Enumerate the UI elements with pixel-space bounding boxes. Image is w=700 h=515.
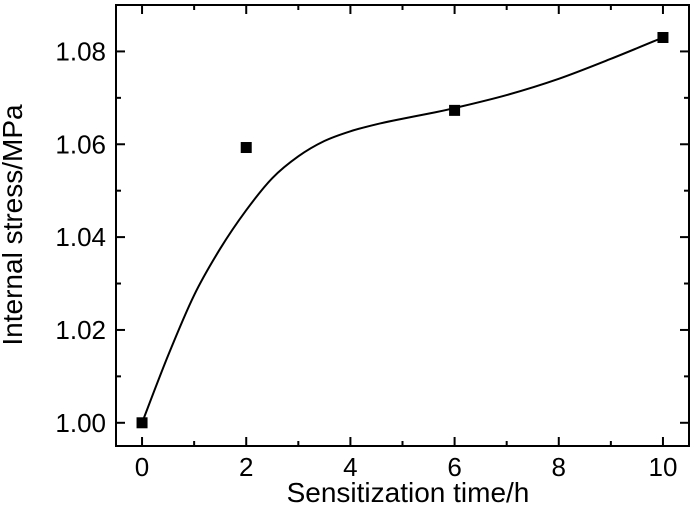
y-tick-label: 1.08: [55, 36, 106, 66]
x-axis-title: Sensitization time/h: [287, 477, 530, 508]
x-tick-label: 10: [648, 452, 677, 482]
y-axis-title: Internal stress/MPa: [0, 104, 28, 346]
x-tick-label: 8: [552, 452, 566, 482]
y-tick-label: 1.00: [55, 408, 106, 438]
y-tick-label: 1.04: [55, 222, 106, 252]
x-tick-label: 2: [239, 452, 253, 482]
data-point: [136, 417, 148, 429]
data-point: [240, 142, 252, 154]
x-tick-label: 4: [343, 452, 357, 482]
x-tick-label: 0: [135, 452, 149, 482]
data-point: [657, 31, 669, 43]
y-tick-label: 1.02: [55, 315, 106, 345]
fit-curve-line: [141, 36, 664, 424]
y-tick-label: 1.06: [55, 129, 106, 159]
data-point: [449, 104, 461, 116]
x-tick-label: 6: [447, 452, 461, 482]
plot-frame: [115, 4, 690, 447]
